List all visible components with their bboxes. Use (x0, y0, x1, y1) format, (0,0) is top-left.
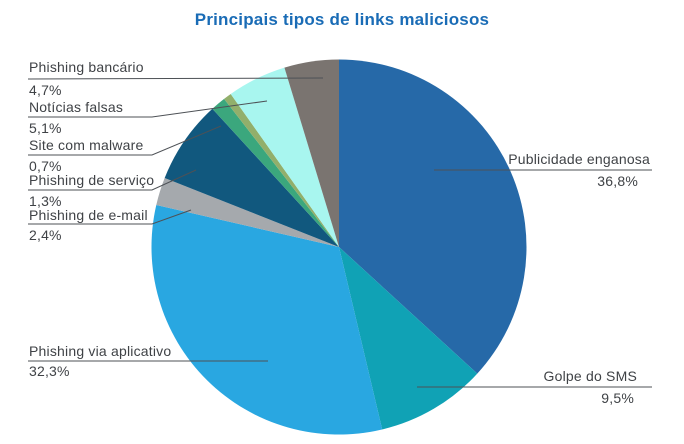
callout-label-phishing-bancario: Phishing bancário (29, 59, 144, 75)
pie-slice-phishing-via-aplicativo (151, 204, 383, 435)
leader-site-com-malware (28, 125, 222, 156)
callout-label-golpe-do-sms: Golpe do SMS (543, 368, 637, 384)
leader-noticias-falsas (28, 100, 268, 118)
pie-slice-noticias-falsas (230, 67, 339, 248)
leader-phishing-de-servico (28, 169, 197, 191)
pie-slices (151, 59, 527, 435)
callout-value-noticias-falsas: 5,1% (29, 120, 62, 136)
pie-slice-sem-rotulo (164, 108, 339, 247)
callout-label-phishing-de-email: Phishing de e-mail (29, 207, 148, 223)
leader-lines (27, 77, 652, 388)
callout-value-publicidade-enganosa: 36,8% (597, 173, 638, 189)
callout-value-phishing-de-email: 2,4% (29, 227, 62, 243)
callout-value-phishing-via-aplicativo: 32,3% (29, 363, 70, 379)
pie-slice-phishing-de-servico (212, 98, 339, 247)
pie-slice-phishing-bancario (284, 59, 339, 247)
leader-phishing-de-email (28, 209, 192, 225)
leader-phishing-bancario (27, 77, 324, 80)
callout-label-noticias-falsas: Notícias falsas (29, 99, 124, 115)
pie-slice-golpe-do-sms (339, 247, 478, 430)
callout-value-phishing-bancario: 4,7% (29, 82, 62, 98)
pie-slice-phishing-de-e-mail (156, 177, 339, 247)
callout-label-phishing-via-aplicativo: Phishing via aplicativo (29, 343, 172, 359)
callout-label-phishing-de-servico: Phishing de serviço (29, 172, 155, 188)
pie-slice-site-com-malware (224, 93, 339, 247)
chart-title: Principais tipos de links maliciosos (194, 10, 490, 29)
callout-label-publicidade-enganosa: Publicidade enganosa (508, 151, 650, 167)
callout-value-phishing-de-servico: 1,3% (29, 193, 62, 209)
callout-value-site-com-malware: 0,7% (29, 158, 62, 174)
callout-value-golpe-do-sms: 9,5% (601, 390, 634, 406)
pie-slice-publicidade-enganosa (339, 59, 527, 374)
callout-label-site-com-malware: Site com malware (29, 137, 144, 153)
